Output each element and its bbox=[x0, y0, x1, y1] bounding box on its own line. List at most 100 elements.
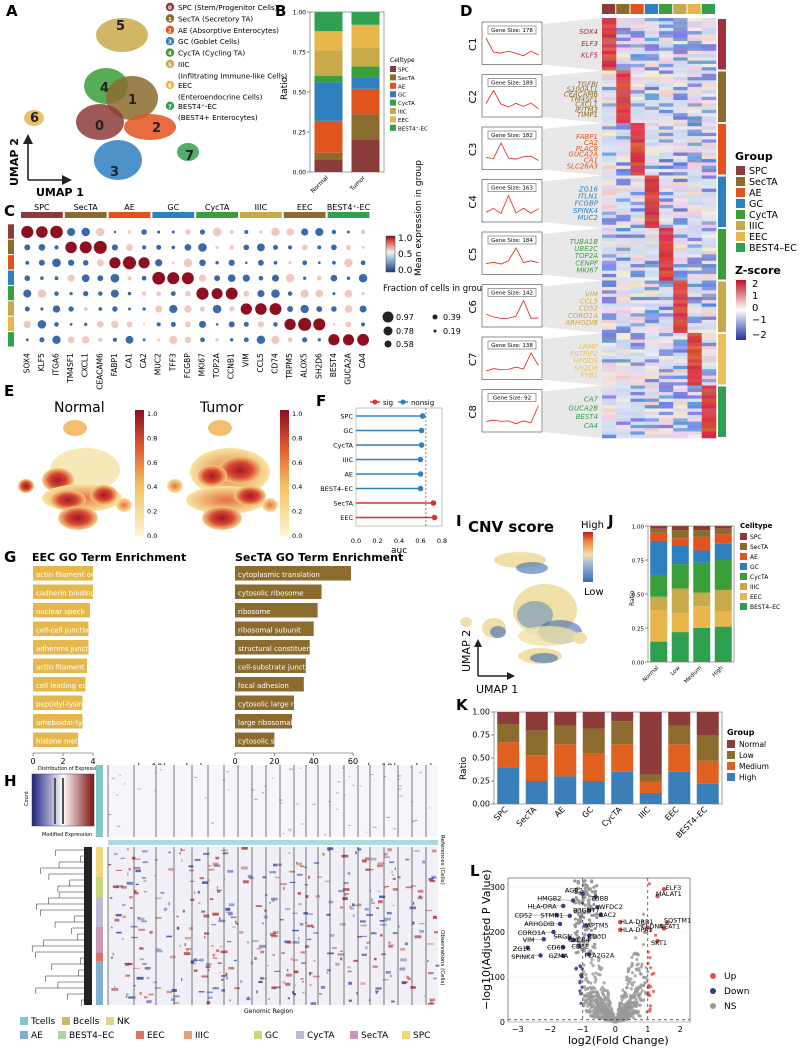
heatmap-cell bbox=[659, 73, 674, 78]
heatmap-cell bbox=[659, 405, 674, 409]
cnv-observation-cell bbox=[189, 927, 193, 930]
heatmap-cell bbox=[687, 421, 703, 426]
heatmap-cell bbox=[616, 431, 631, 436]
heatmap-cell bbox=[602, 283, 617, 288]
cluster-color-bar bbox=[718, 19, 726, 70]
panel-j-bar-segment bbox=[714, 534, 732, 544]
cnv-observation-cell bbox=[326, 972, 329, 975]
cnv-observation-cell bbox=[229, 999, 231, 1002]
heatmap-cell bbox=[630, 415, 646, 419]
heatmap-cell bbox=[687, 342, 703, 347]
panel-b-bar-segment bbox=[314, 152, 343, 160]
heatmap-cell bbox=[616, 359, 631, 363]
heatmap-cell bbox=[659, 277, 674, 281]
heatmap-cell bbox=[630, 250, 646, 255]
heatmap-cell bbox=[701, 90, 717, 94]
heatmap-cell bbox=[602, 44, 617, 48]
secta-go-bar bbox=[235, 584, 322, 599]
heatmap-cell bbox=[659, 83, 674, 88]
panel-b-bar-segment bbox=[314, 12, 343, 32]
volcano-point bbox=[641, 942, 646, 947]
dotplot-gene-label: TM4SF1 bbox=[66, 353, 75, 384]
cluster-legend-dot bbox=[165, 48, 175, 57]
dotplot-dot bbox=[271, 335, 280, 344]
panel-b-bar-segment bbox=[314, 120, 343, 153]
cnv-observation-cell bbox=[400, 958, 407, 962]
heatmap-cell bbox=[602, 191, 617, 196]
heatmap-cell bbox=[687, 155, 703, 160]
heatmap-cell bbox=[701, 165, 717, 170]
heatmap-cell bbox=[659, 296, 674, 301]
volcano-point bbox=[585, 927, 589, 932]
cnv-observation-cell bbox=[362, 859, 367, 863]
panel-k-bar-segment bbox=[668, 725, 691, 745]
cnv-observation-cell bbox=[392, 932, 398, 935]
volcano-point bbox=[591, 933, 595, 937]
density-right-tick: 0.8 bbox=[292, 434, 302, 442]
dotplot-size-dot bbox=[384, 340, 392, 348]
cnv-observation-cell bbox=[274, 876, 280, 879]
density-normal-title: Normal bbox=[54, 400, 105, 416]
dotplot-gene-label: KLF5 bbox=[37, 353, 46, 371]
dotplot-dot bbox=[82, 336, 90, 344]
cluster-gene-label: CA4 bbox=[584, 422, 598, 430]
cluster-label-7: 7 bbox=[185, 149, 194, 164]
cnv-observation-cell bbox=[201, 910, 206, 913]
heatmap-cell bbox=[616, 313, 631, 317]
cnv-observation-cell bbox=[112, 952, 115, 956]
auc-legend-sig-label: sig bbox=[383, 399, 393, 407]
volcano-point bbox=[625, 1017, 629, 1021]
cnv-observation-cell bbox=[337, 953, 345, 956]
heatmap-cell bbox=[644, 27, 660, 32]
volcano-point bbox=[618, 1002, 622, 1006]
heatmap-cell bbox=[659, 273, 674, 278]
cnv-observation-cell bbox=[302, 991, 305, 994]
cluster-gene-label: SLC26A3 bbox=[567, 163, 598, 171]
cluster-facet-label: C8 bbox=[468, 405, 479, 418]
panel-j-legend-swatch bbox=[740, 603, 747, 610]
volcano-point bbox=[606, 995, 610, 999]
heatmap-cell bbox=[673, 178, 688, 183]
cnv-observation-cell bbox=[198, 990, 205, 993]
dotplot-dot bbox=[328, 334, 340, 346]
panel-k-legend-label: High bbox=[739, 773, 756, 782]
cnv-observation-cell bbox=[352, 914, 355, 917]
heatmap-cell bbox=[701, 214, 717, 219]
panel-j-bar-segment bbox=[650, 641, 668, 662]
cnv-observation-cell bbox=[375, 987, 382, 990]
volcano-point bbox=[591, 951, 595, 955]
heatmap-cell bbox=[701, 378, 717, 383]
heatmap-cell bbox=[644, 428, 660, 432]
dotplot-gene-label: SOX4 bbox=[22, 353, 31, 373]
heatmap-cell bbox=[630, 18, 646, 22]
heatmap-cell bbox=[602, 378, 617, 383]
dotplot-dot bbox=[315, 289, 324, 298]
heatmap-cell bbox=[687, 182, 703, 186]
heatmap-cell bbox=[630, 287, 646, 291]
heatmap-cell bbox=[701, 342, 717, 347]
heatmap-cell bbox=[687, 214, 703, 219]
heatmap-cell bbox=[644, 126, 660, 130]
heatmap-cell bbox=[602, 365, 617, 370]
dotplot-dot bbox=[54, 245, 59, 250]
heatmap-cell bbox=[659, 119, 674, 124]
cnv-observation-cell bbox=[180, 848, 182, 852]
cluster-gene-label: ZG16 bbox=[578, 186, 599, 194]
cluster-legend-label: AE (Absorptive Enterocytes) bbox=[178, 26, 279, 35]
heatmap-cell bbox=[659, 375, 674, 380]
cluster-gene-label: S100A11 bbox=[567, 86, 599, 94]
heatmap-cell bbox=[701, 267, 717, 271]
panel-j-bar-segment bbox=[693, 536, 711, 551]
heatmap-cell bbox=[701, 395, 717, 399]
secta-go-term-label: cell-substrate junction bbox=[238, 664, 316, 672]
heatmap-cell bbox=[644, 306, 660, 311]
group-legend-label: GC bbox=[749, 199, 763, 210]
volcano-gene-label: VIM bbox=[523, 936, 535, 944]
heatmap-cell bbox=[616, 362, 631, 367]
eec-go-bar bbox=[33, 603, 90, 618]
volcano-point bbox=[574, 896, 578, 900]
heatmap-cell bbox=[701, 67, 717, 71]
dotplot-dot bbox=[171, 245, 176, 250]
dotplot-dot bbox=[141, 275, 147, 281]
